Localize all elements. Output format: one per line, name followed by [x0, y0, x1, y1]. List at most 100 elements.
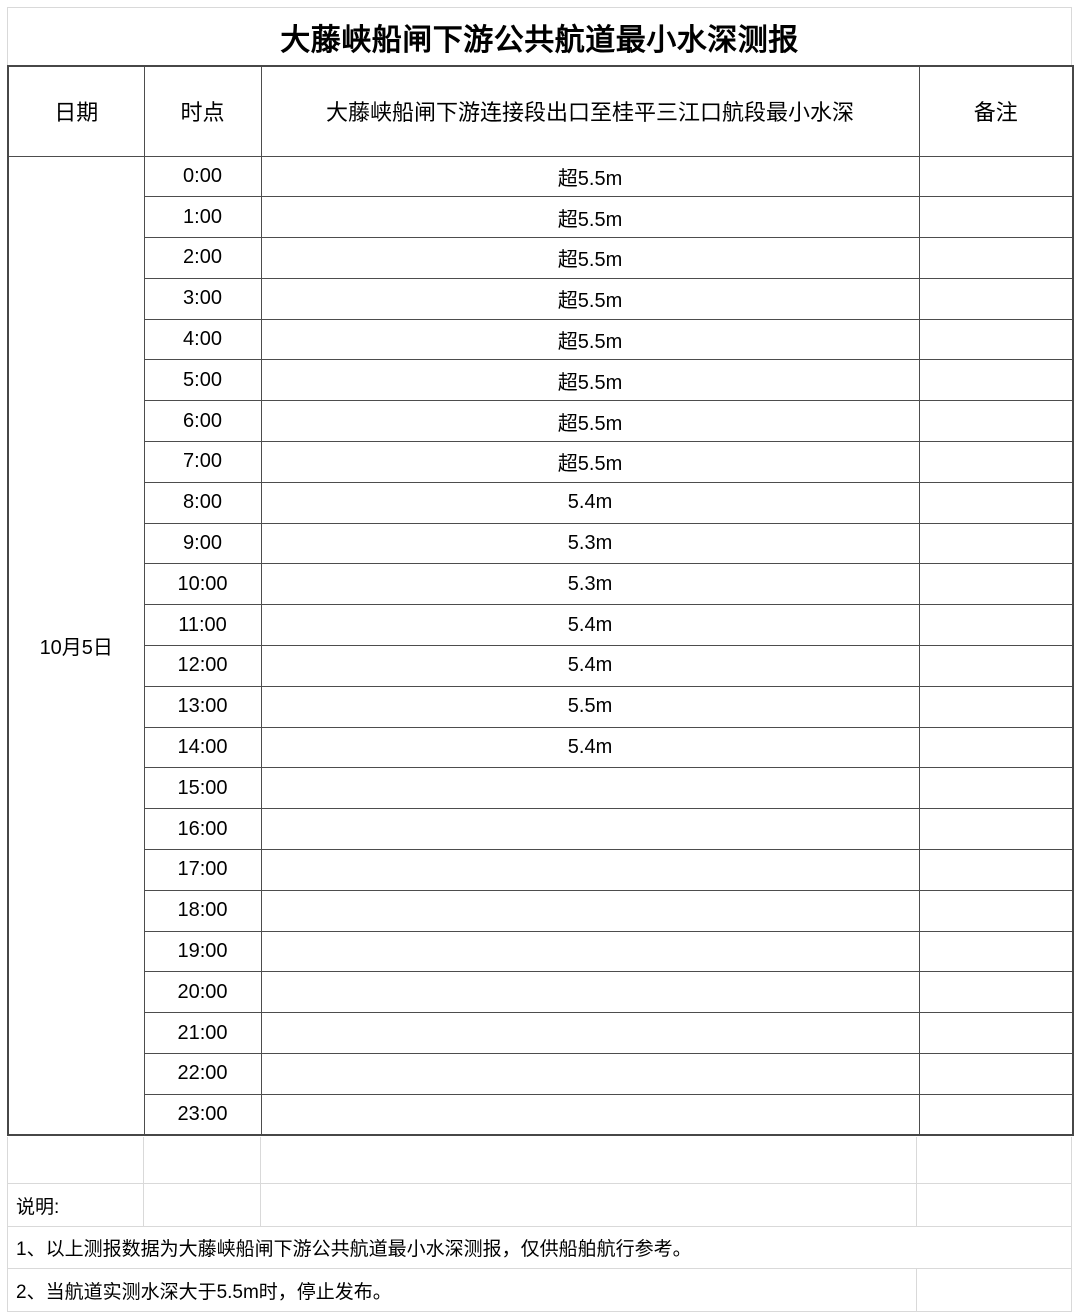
depth-table: 日期 时点 大藤峡船闸下游连接段出口至桂平三江口航段最小水深 备注 10月5日 … [7, 65, 1074, 1137]
time-cell: 7:00 [143, 441, 262, 483]
table-row: 6:00 超5.5m [8, 400, 1074, 443]
depth-cell: 5.3m [260, 522, 920, 565]
header-date: 日期 [7, 65, 145, 157]
page-title: 大藤峡船闸下游公共航道最小水深测报 [7, 7, 1072, 65]
table-row: 13:00 5.5m [8, 685, 1074, 728]
table-row: 22:00 [8, 1053, 1074, 1095]
time-cell: 20:00 [143, 971, 262, 1014]
depth-cell [260, 1053, 920, 1095]
spacer-cell [144, 1184, 261, 1226]
remark-cell [918, 1053, 1074, 1095]
depth-cell: 5.4m [260, 604, 920, 647]
table-row: 18:00 [8, 889, 1074, 932]
table-row: 9:00 5.3m [8, 522, 1074, 565]
remark-cell [918, 196, 1074, 239]
remark-cell [918, 318, 1074, 361]
depth-cell [260, 808, 920, 851]
depth-cell [260, 1093, 920, 1136]
time-cell: 6:00 [143, 400, 262, 443]
remark-cell [918, 359, 1074, 402]
depth-cell: 5.3m [260, 563, 920, 606]
spacer-cell [261, 1137, 918, 1183]
time-cell: 4:00 [143, 318, 262, 361]
table-row: 16:00 [8, 808, 1074, 851]
depth-cell [260, 971, 920, 1014]
spacer-cell [917, 1137, 1071, 1183]
table-row: 4:00 超5.5m [8, 318, 1074, 361]
time-cell: 9:00 [143, 522, 262, 565]
time-cell: 22:00 [143, 1053, 262, 1095]
table-row: 2:00 超5.5m [8, 237, 1074, 279]
time-cell: 19:00 [143, 930, 262, 973]
table-row: 20:00 [8, 971, 1074, 1014]
time-cell: 14:00 [143, 726, 262, 769]
note-text: 1、以上测报数据为大藤峡船闸下游公共航道最小水深测报，仅供船舶航行参考。 [16, 1239, 692, 1260]
remark-cell [918, 971, 1074, 1014]
depth-cell: 超5.5m [260, 400, 920, 443]
remark-cell [918, 930, 1074, 973]
depth-cell: 5.4m [260, 726, 920, 769]
remark-cell [918, 563, 1074, 606]
table-row: 8:00 5.4m [8, 481, 1074, 524]
spacer-cell [144, 1137, 261, 1183]
time-cell: 16:00 [143, 808, 262, 851]
table-row: 15:00 [8, 767, 1074, 810]
note-text: 2、当航道实测水深大于5.5m时，停止发布。 [16, 1281, 392, 1303]
remark-cell [918, 481, 1074, 524]
remark-cell [918, 400, 1074, 443]
remark-cell [918, 1012, 1074, 1055]
remark-cell [918, 604, 1074, 647]
depth-cell: 超5.5m [260, 196, 920, 239]
time-cell: 18:00 [143, 889, 262, 932]
header-time: 时点 [143, 65, 262, 157]
time-cell: 8:00 [143, 481, 262, 524]
time-cell: 15:00 [143, 767, 262, 810]
depth-cell: 超5.5m [260, 155, 920, 198]
remark-cell [918, 849, 1074, 891]
remark-cell [918, 767, 1074, 810]
header-remark: 备注 [918, 65, 1074, 157]
depth-cell: 5.5m [260, 685, 920, 728]
time-cell: 17:00 [143, 849, 262, 891]
time-cell: 3:00 [143, 277, 262, 320]
table-row: 21:00 [8, 1012, 1074, 1055]
header-depth: 大藤峡船闸下游连接段出口至桂平三江口航段最小水深 [260, 65, 920, 157]
time-cell: 23:00 [143, 1093, 262, 1136]
remark-cell [918, 1093, 1074, 1136]
header-row: 日期 时点 大藤峡船闸下游连接段出口至桂平三江口航段最小水深 备注 [7, 65, 1074, 157]
depth-cell: 5.4m [260, 481, 920, 524]
depth-cell [260, 849, 920, 891]
remark-cell [918, 155, 1074, 198]
depth-cell: 5.4m [260, 645, 920, 687]
remark-cell [918, 889, 1074, 932]
time-cell: 2:00 [143, 237, 262, 279]
remark-cell [918, 441, 1074, 483]
remark-cell [918, 522, 1074, 565]
time-cell: 13:00 [143, 685, 262, 728]
depth-cell: 超5.5m [260, 359, 920, 402]
table-row: 17:00 [8, 849, 1074, 891]
table-row: 5:00 超5.5m [8, 359, 1074, 402]
time-cell: 5:00 [143, 359, 262, 402]
notes-label-row: 说明: [7, 1184, 1072, 1227]
table-row: 14:00 5.4m [8, 726, 1074, 769]
depth-cell: 超5.5m [260, 318, 920, 361]
remark-cell [918, 645, 1074, 687]
depth-cell: 超5.5m [260, 237, 920, 279]
note-row: 2、当航道实测水深大于5.5m时，停止发布。 [7, 1269, 1072, 1312]
remark-cell [918, 237, 1074, 279]
table-row: 19:00 [8, 930, 1074, 973]
spacer-cell [261, 1184, 918, 1226]
table-row: 10月5日 0:00 超5.5m [7, 155, 1074, 1136]
time-cell: 12:00 [143, 645, 262, 687]
time-cell: 1:00 [143, 196, 262, 239]
depth-cell [260, 1012, 920, 1055]
depth-cell [260, 930, 920, 973]
spacer-row [7, 1137, 1072, 1184]
time-cell: 0:00 [143, 155, 262, 198]
notes-label: 说明: [16, 1196, 60, 1218]
time-cell: 10:00 [143, 563, 262, 606]
depth-cell: 超5.5m [260, 277, 920, 320]
table-row: 10:00 5.3m [8, 563, 1074, 606]
